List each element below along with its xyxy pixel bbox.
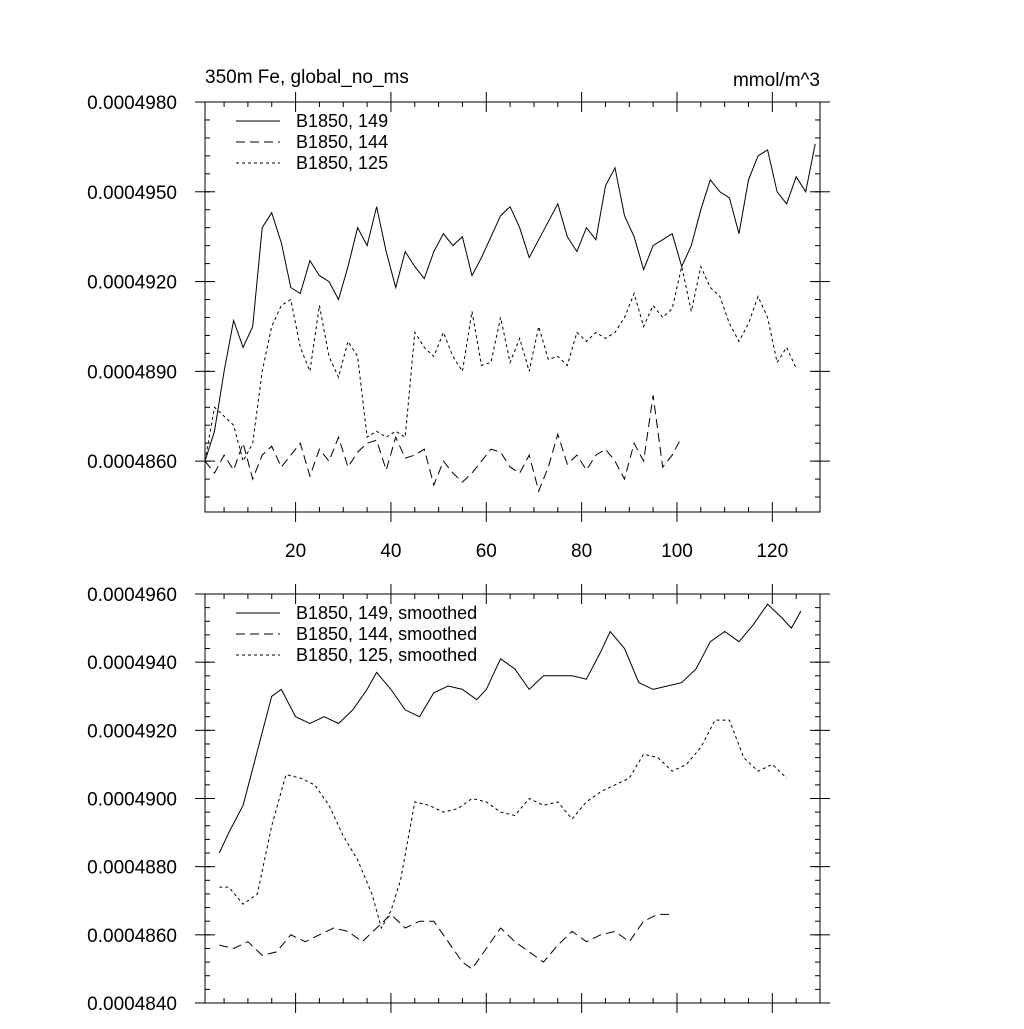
y-tick-label: 0.0004880 — [87, 858, 177, 879]
chart-title: 350m Fe, global_no_ms — [205, 67, 409, 88]
y-tick-label: 0.0004840 — [87, 994, 177, 1015]
legend-label: B1850, 144, smoothed — [296, 624, 477, 644]
plot-frame — [204, 101, 821, 513]
series-line-2 — [204, 395, 683, 493]
units-label: mmol/m^3 — [733, 70, 820, 91]
x-tick-label: 40 — [380, 541, 401, 562]
legend-label: B1850, 149 — [296, 111, 388, 131]
series-line-3 — [219, 719, 787, 930]
y-tick-label: 0.0004920 — [87, 721, 177, 742]
legend-label: B1850, 144 — [296, 132, 388, 152]
x-tick-label: 100 — [661, 541, 693, 562]
top-panel: 350m Fe, global_no_ms mmol/m^3 20 40 60 80 1… — [87, 67, 830, 562]
legend-label: B1850, 149, smoothed — [296, 603, 477, 623]
legend-label: B1850, 125 — [296, 153, 388, 173]
y-tick-label: 0.0004980 — [87, 93, 177, 114]
y-tick-label: 0.0004950 — [87, 183, 177, 204]
y-tick-label: 0.0004960 — [87, 585, 177, 606]
y-tick-label: 0.0004860 — [87, 926, 177, 947]
y-tick-label: 0.0004920 — [87, 273, 177, 294]
bottom-panel: 0.0004840 0.0004860 0.0004880 0.0004900 0.00… — [87, 584, 830, 1015]
x-tick-label: 20 — [285, 541, 306, 562]
y-tick-label: 0.0004890 — [87, 362, 177, 383]
y-tick-label: 0.0004860 — [87, 452, 177, 473]
y-tick-label: 0.0004940 — [87, 653, 177, 674]
x-tick-label: 120 — [756, 541, 788, 562]
series-line-2 — [219, 913, 673, 970]
x-tick-label: 60 — [476, 541, 497, 562]
x-tick-label: 80 — [571, 541, 592, 562]
legend-label: B1850, 125, smoothed — [296, 645, 477, 665]
series-line-1 — [204, 143, 816, 462]
y-tick-label: 0.0004900 — [87, 790, 177, 811]
series-line-3 — [204, 265, 797, 463]
series-line-1 — [218, 603, 802, 854]
